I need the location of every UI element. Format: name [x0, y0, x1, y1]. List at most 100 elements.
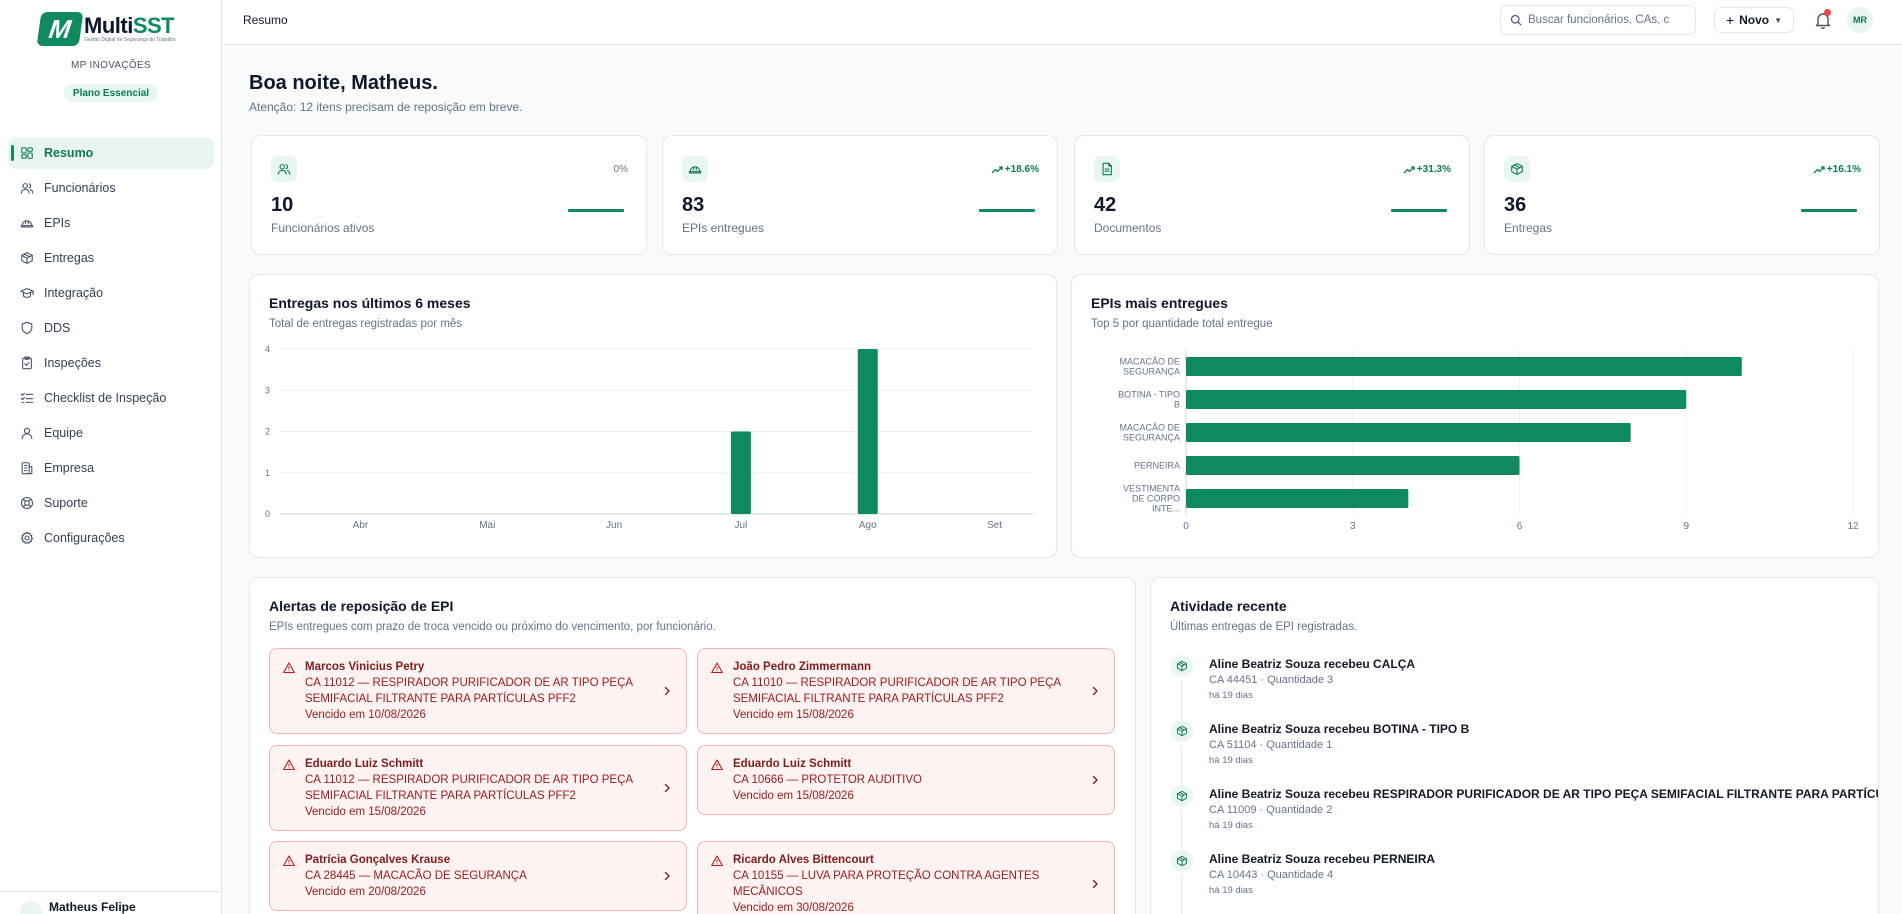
attention-text: Atenção: 12 itens precisam de reposição … — [249, 100, 523, 114]
sidebar-item-dds[interactable]: DDS — [8, 312, 214, 344]
panel-title: Atividade recente — [1170, 598, 1287, 614]
sidebar-item-label: EPIs — [44, 216, 71, 230]
alert-card[interactable]: Eduardo Luiz Schmitt CA 11012 — RESPIRADO… — [269, 745, 687, 831]
sidebar-item-resumo[interactable]: Resumo — [8, 137, 214, 169]
alert-employee-name: Eduardo Luiz Schmitt — [305, 758, 424, 770]
alert-card[interactable]: Patrícia Gonçalves Krause CA 28445 — MACA… — [269, 841, 687, 911]
x-tick-label: Abr — [353, 520, 369, 531]
x-tick-label: 3 — [1350, 521, 1356, 532]
activity-icon-wrap — [1171, 850, 1193, 872]
brand-logo[interactable]: M MultiSST Gestão Digital de Segurança d… — [36, 12, 176, 46]
deliveries-chart-panel: Entregas nos últimos 6 meses Total de en… — [249, 274, 1057, 558]
activity-item[interactable]: Aline Beatriz Souza recebeu RESPIRADOR P… — [1171, 785, 1878, 849]
stat-card[interactable]: +18.6% 83 EPIs entregues — [662, 135, 1058, 255]
x-tick-label: 6 — [1517, 521, 1523, 532]
building-icon — [21, 462, 33, 475]
alert-employee-name: Marcos Vinicius Petry — [305, 661, 425, 673]
alert-due: Vencido em 15/08/2026 — [733, 709, 854, 721]
sidebar-item-equipe[interactable]: Equipe — [8, 417, 214, 449]
sidebar-item-configuracoes[interactable]: Configurações — [8, 522, 214, 554]
avatar — [20, 901, 42, 914]
alert-employee-name: Ricardo Alves Bittencourt — [733, 854, 874, 866]
trending-up-icon — [1813, 165, 1825, 173]
replacement-alerts-panel: Alertas de reposição de EPI EPIs entregu… — [249, 577, 1136, 914]
sidebar-item-checklist-de-inspecao[interactable]: Checklist de Inspeção — [8, 382, 214, 414]
alert-card[interactable]: João Pedro Zimmermann CA 11010 — RESPIRAD… — [697, 648, 1115, 734]
notification-dot — [1824, 9, 1831, 16]
sidebar-item-epis[interactable]: EPIs — [8, 207, 214, 239]
sidebar-item-label: Suporte — [44, 496, 88, 510]
warning-icon — [711, 855, 723, 867]
x-tick-label: Jul — [735, 520, 748, 531]
stat-icon-wrap — [271, 156, 297, 182]
alert-card[interactable]: Eduardo Luiz Schmitt CA 10666 — PROTETOR … — [697, 745, 1115, 815]
sidebar-item-inspecoes[interactable]: Inspeções — [8, 347, 214, 379]
deliveries-bar-chart: 0 1 2 3 4 Abr Mai Jun Jul Ago Set — [265, 344, 1033, 531]
users-icon — [20, 183, 34, 194]
stat-sparkline — [979, 209, 1035, 212]
stat-card[interactable]: 0% 10 Funcionários ativos — [251, 135, 647, 255]
sidebar-user[interactable]: Matheus Felipe — [0, 891, 222, 914]
package-icon — [1177, 725, 1187, 737]
alert-card[interactable]: Marcos Vinicius Petry CA 11012 — RESPIRAD… — [269, 648, 687, 734]
helmet-icon — [20, 220, 34, 228]
topbar: Resumo + Novo ▼ MR — [223, 0, 1902, 45]
sidebar-item-empresa[interactable]: Empresa — [8, 452, 214, 484]
sidebar-item-funcionarios[interactable]: Funcionários — [8, 172, 214, 204]
sidebar-item-entregas[interactable]: Entregas — [8, 242, 214, 274]
y-tick-label: 4 — [265, 344, 270, 354]
sidebar-item-integracao[interactable]: Integração — [8, 277, 214, 309]
x-tick-label: 9 — [1683, 521, 1689, 532]
activity-title: Aline Beatriz Souza recebeu PERNEIRA — [1209, 852, 1436, 866]
logo-mark: M — [36, 12, 84, 46]
activity-time: há 19 dias — [1209, 690, 1253, 701]
timeline-line — [1181, 876, 1182, 914]
x-tick-label: Jun — [606, 520, 622, 531]
sidebar-nav: Resumo Funcionários EPIs Entregas Integração… — [8, 137, 214, 557]
bar — [857, 349, 878, 514]
stat-label: Entregas — [1504, 221, 1553, 235]
activity-item[interactable]: Aline Beatriz Souza recebeu PERNEIRA CA 1… — [1171, 850, 1871, 914]
x-tick-label: Ago — [859, 520, 877, 531]
sidebar-item-label: Empresa — [44, 461, 95, 475]
activity-icon-wrap — [1171, 720, 1193, 742]
activity-item[interactable]: Aline Beatriz Souza recebeu BOTINA - TIP… — [1171, 720, 1871, 784]
sidebar-item-label: Checklist de Inspeção — [44, 391, 167, 405]
brand-tagline: Gestão Digital de Segurança do Trabalho — [84, 36, 176, 43]
sidebar-item-suporte[interactable]: Suporte — [8, 487, 214, 519]
warning-icon — [283, 759, 295, 771]
package-icon — [1177, 855, 1187, 867]
avatar[interactable]: MR — [1847, 7, 1873, 33]
activity-meta: CA 44451 · Quantidade 3 — [1209, 674, 1334, 686]
stat-icon-wrap — [1094, 156, 1120, 182]
stat-label: Documentos — [1094, 221, 1162, 235]
stat-label: EPIs entregues — [682, 221, 765, 235]
alert-card[interactable]: Ricardo Alves Bittencourt CA 10155 — LUVA… — [697, 841, 1115, 914]
stat-sparkline — [568, 209, 624, 212]
sidebar-user-name: Matheus Felipe — [49, 900, 136, 914]
panel-subtitle: Top 5 por quantidade total entregue — [1091, 318, 1273, 330]
alert-item: CA 11012 — RESPIRADOR PURIFICADOR DE AR … — [305, 774, 633, 802]
activity-meta: CA 10443 · Quantidade 4 — [1209, 869, 1334, 881]
search-input[interactable] — [1528, 14, 1680, 26]
search-icon — [1510, 14, 1522, 26]
alert-due: Vencido em 15/08/2026 — [733, 790, 854, 802]
list-checks-icon — [20, 392, 34, 403]
panel-subtitle: EPIs entregues com prazo de troca vencid… — [269, 621, 716, 633]
activity-time: há 19 dias — [1209, 820, 1253, 831]
search-box[interactable] — [1500, 5, 1696, 35]
bar — [1186, 456, 1520, 475]
plan-badge: Plano Essencial — [64, 84, 158, 102]
stat-card[interactable]: +16.1% 36 Entregas — [1484, 135, 1880, 255]
new-button[interactable]: + Novo ▼ — [1714, 7, 1794, 33]
warning-icon — [711, 759, 723, 771]
package-icon — [1511, 163, 1523, 175]
panel-title: Entregas nos últimos 6 meses — [269, 295, 471, 311]
stat-card[interactable]: +31.3% 42 Documentos — [1074, 135, 1470, 255]
activity-title: Aline Beatriz Souza recebeu BOTINA - TIP… — [1209, 722, 1470, 736]
activity-item[interactable]: Aline Beatriz Souza recebeu CALÇA CA 4445… — [1171, 655, 1871, 719]
alert-due: Vencido em 20/08/2026 — [305, 886, 426, 898]
sidebar-item-label: Inspeções — [44, 356, 101, 370]
y-tick-label: MACACÃO DE — [1119, 423, 1180, 433]
